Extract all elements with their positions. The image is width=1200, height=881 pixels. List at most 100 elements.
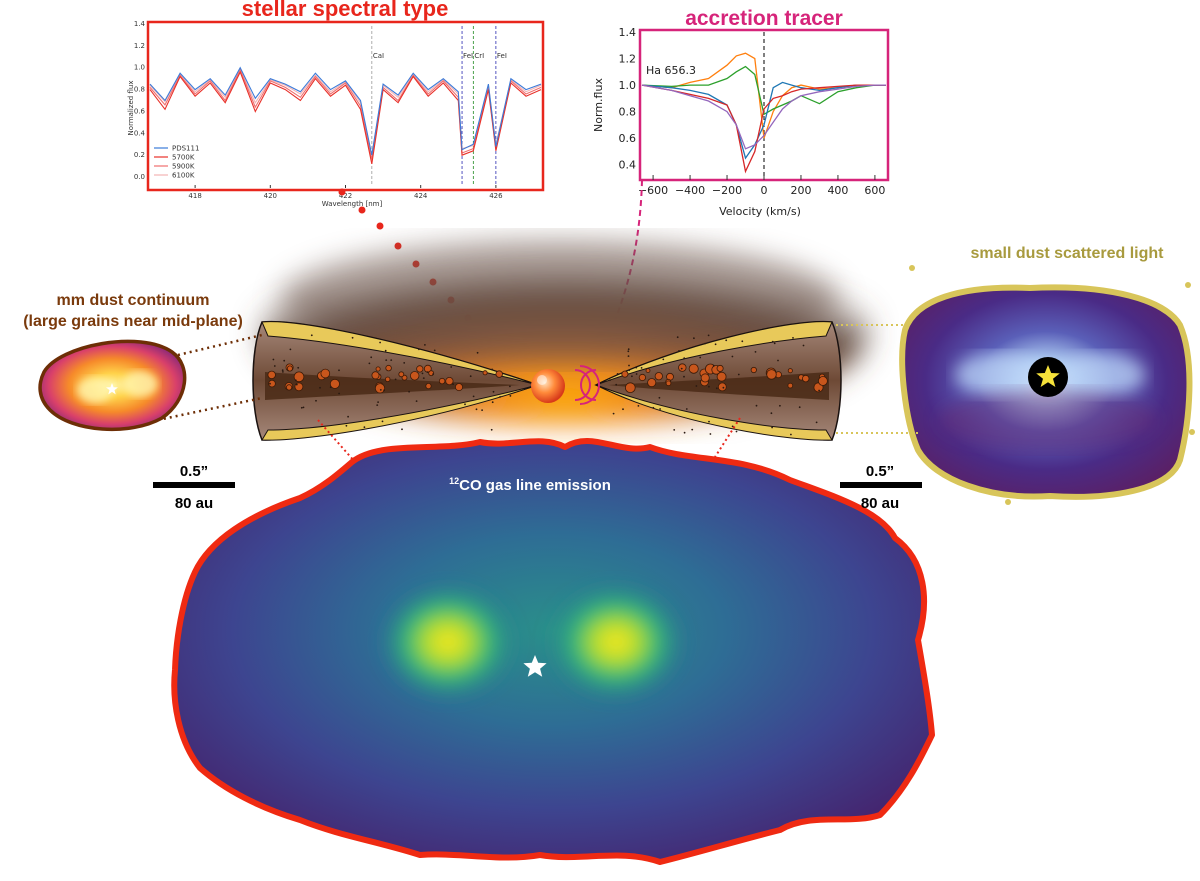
disk-left-midplane xyxy=(265,372,520,400)
small-grain xyxy=(708,420,710,423)
small-grain xyxy=(637,405,640,407)
dust-grain xyxy=(268,379,276,388)
small-grain xyxy=(269,382,271,385)
small-grain xyxy=(707,334,710,337)
small-grain xyxy=(450,366,453,368)
legend-label: 6100K xyxy=(172,172,195,180)
small-grain xyxy=(770,412,773,415)
accretion-ylabel: Norm.flux xyxy=(592,78,605,132)
small-grain xyxy=(779,404,781,407)
small-grain xyxy=(509,385,511,388)
small-grain xyxy=(363,426,366,429)
stellar-xtick-label: 420 xyxy=(264,192,277,200)
small-grain xyxy=(722,386,725,389)
dust-grain xyxy=(678,363,687,372)
acc-ytick-label: 0.4 xyxy=(619,159,637,172)
small-grain xyxy=(714,343,717,346)
dust-grain xyxy=(818,376,828,386)
small-grain xyxy=(731,425,734,428)
small-grain xyxy=(370,356,373,359)
dust-grain xyxy=(398,371,405,378)
small-grain xyxy=(433,349,436,352)
small-grain xyxy=(635,366,638,369)
small-grain xyxy=(609,379,611,381)
dust-grain xyxy=(385,376,391,382)
small-grain xyxy=(381,420,384,423)
dust-grain xyxy=(716,371,727,382)
co-star-icon xyxy=(523,655,547,677)
stellar-ytick-label: 1.2 xyxy=(134,42,145,50)
dust-grain xyxy=(320,368,331,379)
small-grain xyxy=(379,341,381,344)
small-grain xyxy=(773,342,776,345)
dust-grain xyxy=(787,382,794,389)
dust-grain xyxy=(410,371,420,381)
stellar-line-label: CaI xyxy=(373,52,384,60)
stellar-ytick-label: 1.4 xyxy=(134,20,146,28)
small-grain xyxy=(673,429,676,431)
acc-xtick-label: −200 xyxy=(712,184,742,197)
legend-label: 5900K xyxy=(172,163,195,171)
stellar-xtick-label: 426 xyxy=(489,192,503,200)
stellar-ytick-label: 1.0 xyxy=(134,64,145,72)
stellar-ytick-label: 0.4 xyxy=(134,129,146,137)
stellar-series-PDS111 xyxy=(149,66,542,156)
accretion-panel: accretion tracer −600 −400 −200 0 200 400 600 0… xyxy=(592,7,890,218)
dust-grain xyxy=(688,363,699,374)
small-grain xyxy=(662,358,665,361)
small-grain xyxy=(693,337,695,340)
dust-grain xyxy=(267,370,276,380)
small-grain xyxy=(635,373,638,375)
small-grain xyxy=(345,424,348,427)
stellar-xlabel: Wavelength [nm] xyxy=(322,200,383,208)
co-title: 12CO gas line emission xyxy=(449,476,611,494)
small-grain xyxy=(678,350,680,352)
stellar-title: stellar spectral type xyxy=(242,0,449,21)
small-grain xyxy=(315,399,317,402)
dust-grain xyxy=(654,372,663,381)
small-grain xyxy=(704,342,706,345)
small-grain xyxy=(377,401,379,403)
small-grain xyxy=(379,389,382,391)
disk-right-surface-bottom xyxy=(595,384,833,441)
scalebar-right: 0.5” 80 au xyxy=(840,463,922,512)
stellar-ylabel: Normalized flux xyxy=(127,81,135,136)
dust-grain xyxy=(454,383,463,392)
small-grain xyxy=(499,396,501,398)
legend-label: PDS111 xyxy=(172,145,199,153)
small-grain xyxy=(272,358,275,361)
small-grain xyxy=(731,355,734,358)
dust-grain xyxy=(425,382,432,390)
small-grain xyxy=(754,351,757,353)
stellar-ytick-label: 0.8 xyxy=(134,86,145,94)
dust-grain xyxy=(294,382,304,392)
small-grain xyxy=(491,401,494,404)
stellar-ytick-label: 0.6 xyxy=(134,107,146,115)
small-grain xyxy=(659,408,661,410)
dust-grain xyxy=(645,368,651,374)
small-grain xyxy=(627,355,630,357)
acc-xtick-label: 600 xyxy=(864,184,885,197)
small-grain xyxy=(627,350,630,353)
dust-grain xyxy=(621,370,629,378)
small-grain xyxy=(771,426,773,429)
small-grain xyxy=(424,344,426,346)
stellar-ytick-label: 0.0 xyxy=(134,173,145,181)
small-grain xyxy=(695,385,698,387)
small-grain xyxy=(628,364,630,367)
stellar-series-5700K xyxy=(149,70,542,165)
dust-grain xyxy=(717,382,727,392)
halpha-annotation: Ha 656.3 xyxy=(646,64,696,77)
stellar-line-label: FeI xyxy=(497,52,507,60)
small-grain xyxy=(755,404,758,407)
small-grain xyxy=(394,378,397,381)
small-grain xyxy=(421,372,424,375)
small-grain xyxy=(631,375,633,378)
small-grain xyxy=(476,351,479,354)
dust-grain xyxy=(286,365,293,372)
small-grain xyxy=(297,366,300,369)
dust-grain xyxy=(371,371,380,380)
dust-grains xyxy=(267,334,828,436)
mm-dust-title: mm dust continuum xyxy=(57,292,210,309)
